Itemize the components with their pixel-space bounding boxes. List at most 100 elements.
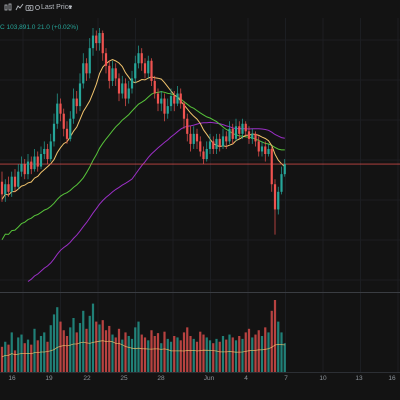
candle-body <box>108 65 111 81</box>
volume-bar <box>186 327 189 372</box>
volume-bar <box>10 332 13 372</box>
candle-body <box>186 118 189 134</box>
time-axis-label: 22 <box>83 375 91 382</box>
chevron-down-icon[interactable]: ▾ <box>69 5 73 11</box>
candle-body <box>195 133 199 142</box>
candle-body <box>17 171 20 187</box>
candle-body <box>244 123 247 132</box>
volume-bar <box>13 350 17 372</box>
volume-bar <box>114 337 117 372</box>
volume-bar <box>257 330 260 372</box>
candle-body <box>82 63 85 84</box>
price-source-dropdown[interactable]: Last Price <box>41 4 73 11</box>
volume-bar <box>254 334 257 372</box>
candle-body <box>189 133 192 144</box>
candle-body <box>26 161 30 175</box>
candle-body <box>179 93 182 104</box>
candle-body <box>20 164 23 172</box>
candle-body <box>0 181 4 195</box>
volume-bar <box>124 332 127 372</box>
volume-bar <box>101 320 104 372</box>
candle-body <box>143 63 147 74</box>
candle-body <box>56 103 59 124</box>
volume-bar <box>98 324 101 372</box>
volume-bar <box>179 340 182 372</box>
volume-bar <box>277 321 280 372</box>
volume-bar <box>225 339 228 372</box>
time-axis: 16 19 22 25 28 Jun 4 7 10 13 16 <box>0 372 400 400</box>
volume-bar <box>234 340 238 372</box>
time-axis-label: Jun <box>203 375 215 382</box>
volume-pane <box>0 300 286 372</box>
chart-type-icon[interactable] <box>4 3 13 12</box>
volume-bar <box>208 340 212 372</box>
candle-body <box>247 131 251 139</box>
candle-body <box>267 148 270 154</box>
volume-bar <box>137 321 140 372</box>
candle-body <box>134 63 137 79</box>
candle-body <box>124 83 127 99</box>
volume-bar <box>166 338 169 372</box>
candle-body <box>30 161 33 170</box>
settings-icon[interactable] <box>34 3 41 12</box>
volume-bar <box>56 307 59 372</box>
volume-bar <box>192 338 195 372</box>
candle-body <box>270 148 273 185</box>
candle-body <box>46 148 49 160</box>
candle-body <box>205 148 208 160</box>
volume-bar <box>156 333 160 372</box>
candle-body <box>111 68 114 81</box>
candle-body <box>231 128 234 139</box>
indicators-icon[interactable] <box>15 3 24 12</box>
volume-ma-line <box>1 340 285 358</box>
time-axis-label: 10 <box>319 375 327 382</box>
camera-icon[interactable] <box>25 3 34 12</box>
candle-body <box>234 126 238 139</box>
candle-body <box>260 146 264 152</box>
time-axis-label: 13 <box>355 375 363 382</box>
volume-bar <box>163 331 166 372</box>
candle-body <box>121 83 124 94</box>
candle-body <box>130 78 134 89</box>
candle-body <box>33 156 36 170</box>
candle-body <box>98 33 101 44</box>
candle-body <box>215 138 218 149</box>
candle-body <box>43 148 46 154</box>
candle-body <box>238 126 241 134</box>
candle-body <box>202 151 205 160</box>
candle-body <box>147 60 150 74</box>
volume-bar <box>130 338 134 372</box>
candle-body <box>49 141 52 160</box>
volume-bar <box>273 300 277 372</box>
volume-bar <box>260 336 264 372</box>
candle-body <box>273 184 277 210</box>
volume-bar <box>140 334 143 372</box>
time-axis-label: 28 <box>157 375 165 382</box>
volume-bar <box>36 340 39 372</box>
candle-body <box>137 53 140 64</box>
ma-slow-line <box>27 121 285 282</box>
volume-bar <box>221 336 225 372</box>
candle-body <box>62 113 65 129</box>
candle-body <box>225 136 228 142</box>
volume-bar <box>280 332 283 372</box>
volume-bar <box>202 334 205 372</box>
candle-body <box>140 53 143 64</box>
volume-bar <box>108 325 111 372</box>
candle-body <box>251 133 254 139</box>
candle-body <box>85 63 88 74</box>
candle-body <box>182 103 186 119</box>
volume-bar <box>39 336 43 372</box>
candle-body <box>277 191 280 210</box>
volume-bar <box>143 337 147 372</box>
volume-bar <box>82 310 85 372</box>
volume-bar <box>121 339 124 372</box>
candle-body <box>163 98 166 114</box>
candle-body <box>166 106 169 114</box>
volume-bar <box>134 327 137 372</box>
candle-body <box>257 141 260 152</box>
volume-bar <box>215 338 218 372</box>
volume-bar <box>117 328 121 372</box>
volume-bar <box>72 318 75 372</box>
